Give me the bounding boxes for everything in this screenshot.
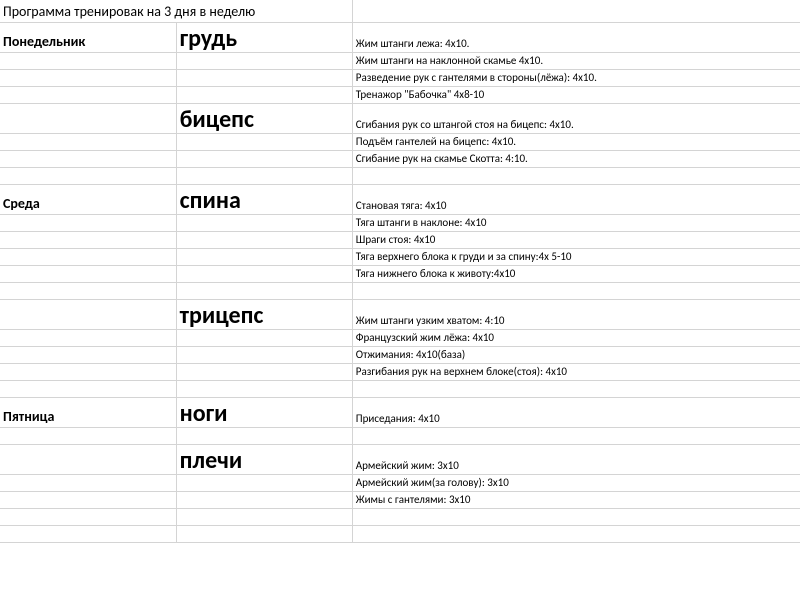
exercise-cell: Армейский жим: 3х10 xyxy=(352,444,800,474)
exercise-cell: Тяга верхнего блока к груди и за спину:4… xyxy=(352,248,800,265)
exercise-row: Тяга штанги в наклоне: 4х10 xyxy=(0,214,800,231)
blank-row xyxy=(0,167,800,184)
exercise-row: Подъём гантелей на бицепс: 4х10. xyxy=(0,133,800,150)
exercise-cell: Отжимания: 4х10(база) xyxy=(352,346,800,363)
exercise-row: Тяга верхнего блока к груди и за спину:4… xyxy=(0,248,800,265)
exercise-row: Жим штанги на наклонной скамье 4х10. xyxy=(0,52,800,69)
day-row: Понедельник грудь Жим штанги лежа: 4х10. xyxy=(0,22,800,52)
day-name: Понедельник xyxy=(0,22,176,52)
exercise-cell: Французский жим лёжа: 4х10 xyxy=(352,329,800,346)
exercise-row: Сгибание рук на скамье Скотта: 4:10. xyxy=(0,150,800,167)
exercise-cell: Разгибания рук на верхнем блоке(стоя): 4… xyxy=(352,363,800,380)
spreadsheet-sheet: Программа тренировак на 3 дня в неделю П… xyxy=(0,0,800,598)
day-name: Пятница xyxy=(0,397,176,427)
exercise-cell: Тяга штанги в наклоне: 4х10 xyxy=(352,214,800,231)
exercise-cell: Сгибание рук на скамье Скотта: 4:10. xyxy=(352,150,800,167)
exercise-row: Разгибания рук на верхнем блоке(стоя): 4… xyxy=(0,363,800,380)
blank-row xyxy=(0,525,800,542)
exercise-cell: Подъём гантелей на бицепс: 4х10. xyxy=(352,133,800,150)
muscle-group: плечи xyxy=(176,444,352,474)
exercise-cell: Жимы с гантелями: 3х10 xyxy=(352,491,800,508)
group-row: плечи Армейский жим: 3х10 xyxy=(0,444,800,474)
exercise-cell: Сгибания рук со штангой стоя на бицепс: … xyxy=(352,103,800,133)
exercise-cell: Жим штанги на наклонной скамье 4х10. xyxy=(352,52,800,69)
exercise-cell: Жим штанги узким хватом: 4:10 xyxy=(352,299,800,329)
blank-row xyxy=(0,282,800,299)
day-name: Среда xyxy=(0,184,176,214)
exercise-row: Жимы с гантелями: 3х10 xyxy=(0,491,800,508)
exercise-row: Разведение рук с гантелями в стороны(лёж… xyxy=(0,69,800,86)
exercise-row: Французский жим лёжа: 4х10 xyxy=(0,329,800,346)
muscle-group: ноги xyxy=(176,397,352,427)
exercise-row: Отжимания: 4х10(база) xyxy=(0,346,800,363)
blank-row xyxy=(0,427,800,444)
blank-row xyxy=(0,380,800,397)
group-row: трицепс Жим штанги узким хватом: 4:10 xyxy=(0,299,800,329)
muscle-group: спина xyxy=(176,184,352,214)
exercise-cell: Приседания: 4х10 xyxy=(352,397,800,427)
exercise-row: Шраги стоя: 4х10 xyxy=(0,231,800,248)
title-row: Программа тренировак на 3 дня в неделю xyxy=(0,0,800,22)
exercise-cell: Шраги стоя: 4х10 xyxy=(352,231,800,248)
empty-cell xyxy=(352,0,800,22)
program-title: Программа тренировак на 3 дня в неделю xyxy=(0,0,352,22)
exercise-row: Тренажор "Бабочка" 4х8-10 xyxy=(0,86,800,103)
exercise-cell: Тяга нижнего блока к животу:4х10 xyxy=(352,265,800,282)
muscle-group: бицепс xyxy=(176,103,352,133)
exercise-row: Тяга нижнего блока к животу:4х10 xyxy=(0,265,800,282)
day-row: Пятница ноги Приседания: 4х10 xyxy=(0,397,800,427)
exercise-row: Армейский жим(за голову): 3х10 xyxy=(0,474,800,491)
blank-row xyxy=(0,508,800,525)
exercise-cell: Армейский жим(за голову): 3х10 xyxy=(352,474,800,491)
exercise-cell: Становая тяга: 4х10 xyxy=(352,184,800,214)
group-row: бицепс Сгибания рук со штангой стоя на б… xyxy=(0,103,800,133)
exercise-cell: Жим штанги лежа: 4х10. xyxy=(352,22,800,52)
muscle-group: трицепс xyxy=(176,299,352,329)
exercise-cell: Тренажор "Бабочка" 4х8-10 xyxy=(352,86,800,103)
day-row: Среда спина Становая тяга: 4х10 xyxy=(0,184,800,214)
muscle-group: грудь xyxy=(176,22,352,52)
exercise-cell: Разведение рук с гантелями в стороны(лёж… xyxy=(352,69,800,86)
workout-table: Программа тренировак на 3 дня в неделю П… xyxy=(0,0,800,543)
